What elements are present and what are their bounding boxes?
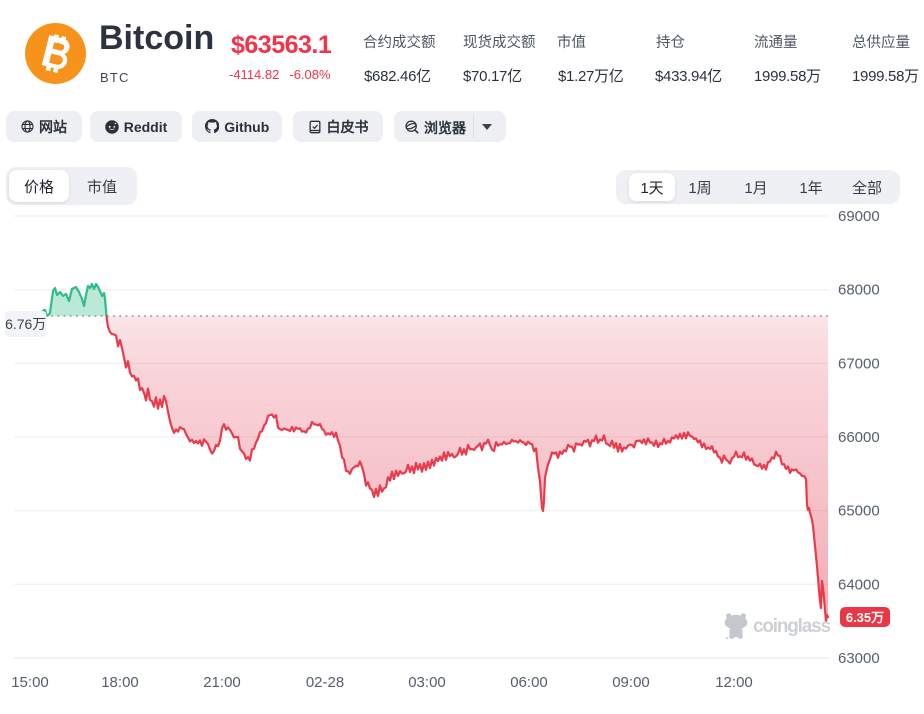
svg-text:12:00: 12:00 bbox=[715, 674, 753, 691]
svg-text:68000: 68000 bbox=[838, 282, 880, 299]
svg-text:69000: 69000 bbox=[838, 208, 880, 225]
svg-text:02-28: 02-28 bbox=[306, 674, 344, 691]
svg-text:21:00: 21:00 bbox=[203, 674, 241, 691]
svg-text:6.35万: 6.35万 bbox=[846, 610, 884, 625]
svg-text:67000: 67000 bbox=[838, 355, 880, 372]
svg-text:66000: 66000 bbox=[838, 429, 880, 446]
svg-text:06:00: 06:00 bbox=[510, 674, 548, 691]
svg-text:63000: 63000 bbox=[838, 650, 880, 667]
svg-text:coinglass: coinglass bbox=[753, 616, 830, 637]
svg-text:15:00: 15:00 bbox=[11, 674, 49, 691]
svg-text:18:00: 18:00 bbox=[101, 674, 139, 691]
svg-text:09:00: 09:00 bbox=[612, 674, 650, 691]
svg-text:03:00: 03:00 bbox=[408, 674, 446, 691]
svg-text:64000: 64000 bbox=[838, 576, 880, 593]
svg-text:65000: 65000 bbox=[838, 503, 880, 520]
svg-text:6.76万: 6.76万 bbox=[5, 316, 46, 332]
